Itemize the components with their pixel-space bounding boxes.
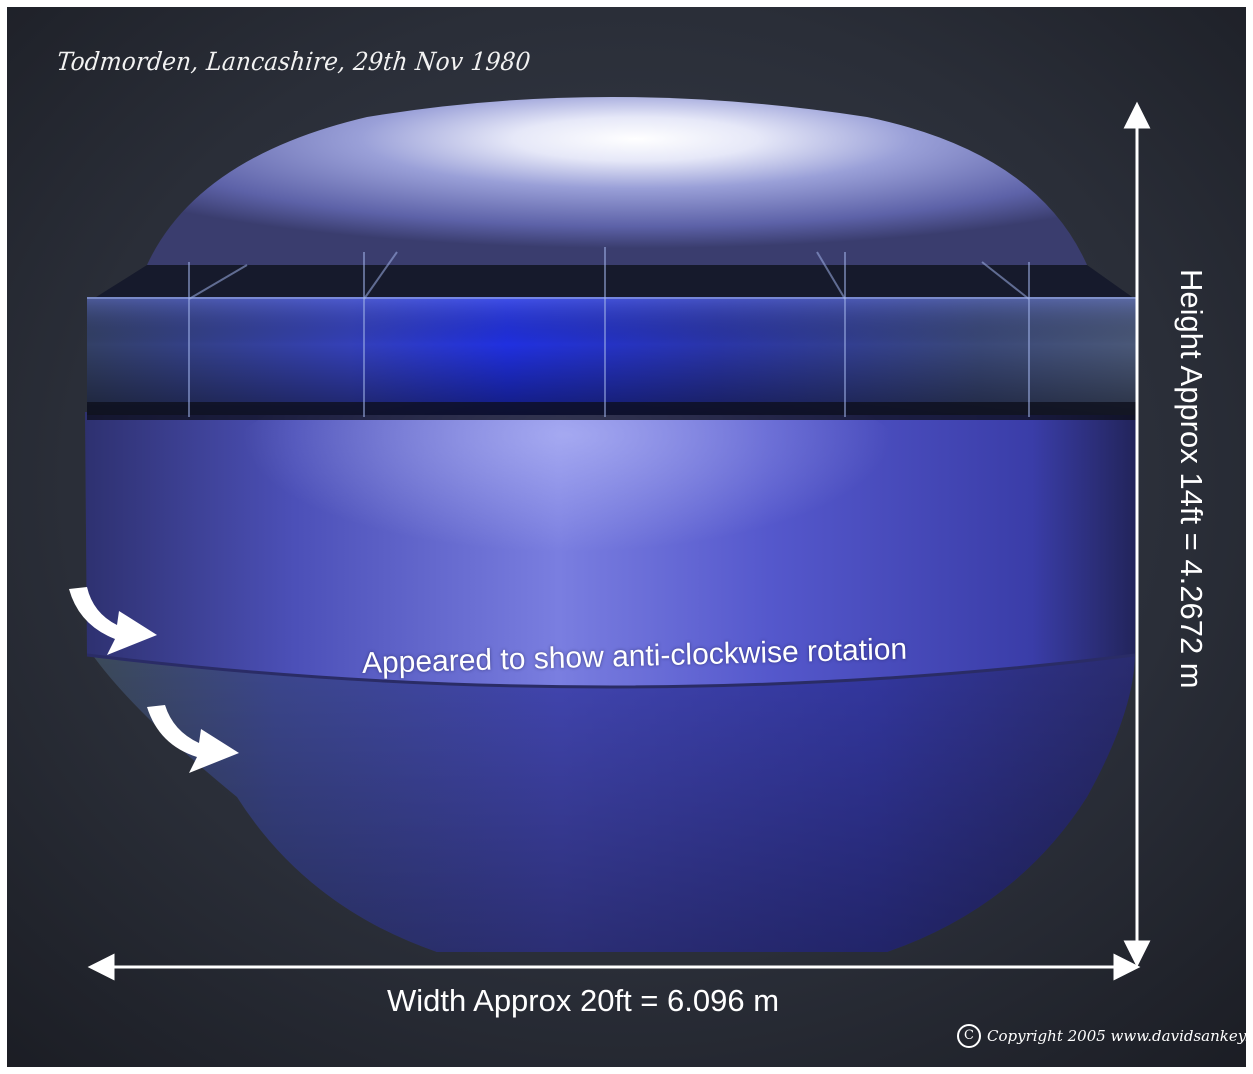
location-date-caption: Todmorden, Lancashire, 29th Nov 1980 xyxy=(55,47,533,76)
width-label: Width Approx 20ft = 6.096 m xyxy=(387,983,780,1018)
ufo-illustration xyxy=(7,7,1246,1067)
upper-dome xyxy=(147,97,1087,265)
copyright-icon: C xyxy=(957,1024,981,1048)
curved-arrow-icon xyxy=(147,705,239,773)
curved-arrow-icon xyxy=(69,587,157,655)
copyright-text: Copyright 2005 www.davidsankey.com xyxy=(987,1027,1246,1045)
window-frames xyxy=(87,247,1137,417)
illustration-frame: Todmorden, Lancashire, 29th Nov 1980 App… xyxy=(7,7,1246,1067)
copyright-notice: C Copyright 2005 www.davidsankey.com xyxy=(957,1024,1246,1048)
height-label: Height Approx 14ft = 4.2672 m xyxy=(1174,269,1209,689)
